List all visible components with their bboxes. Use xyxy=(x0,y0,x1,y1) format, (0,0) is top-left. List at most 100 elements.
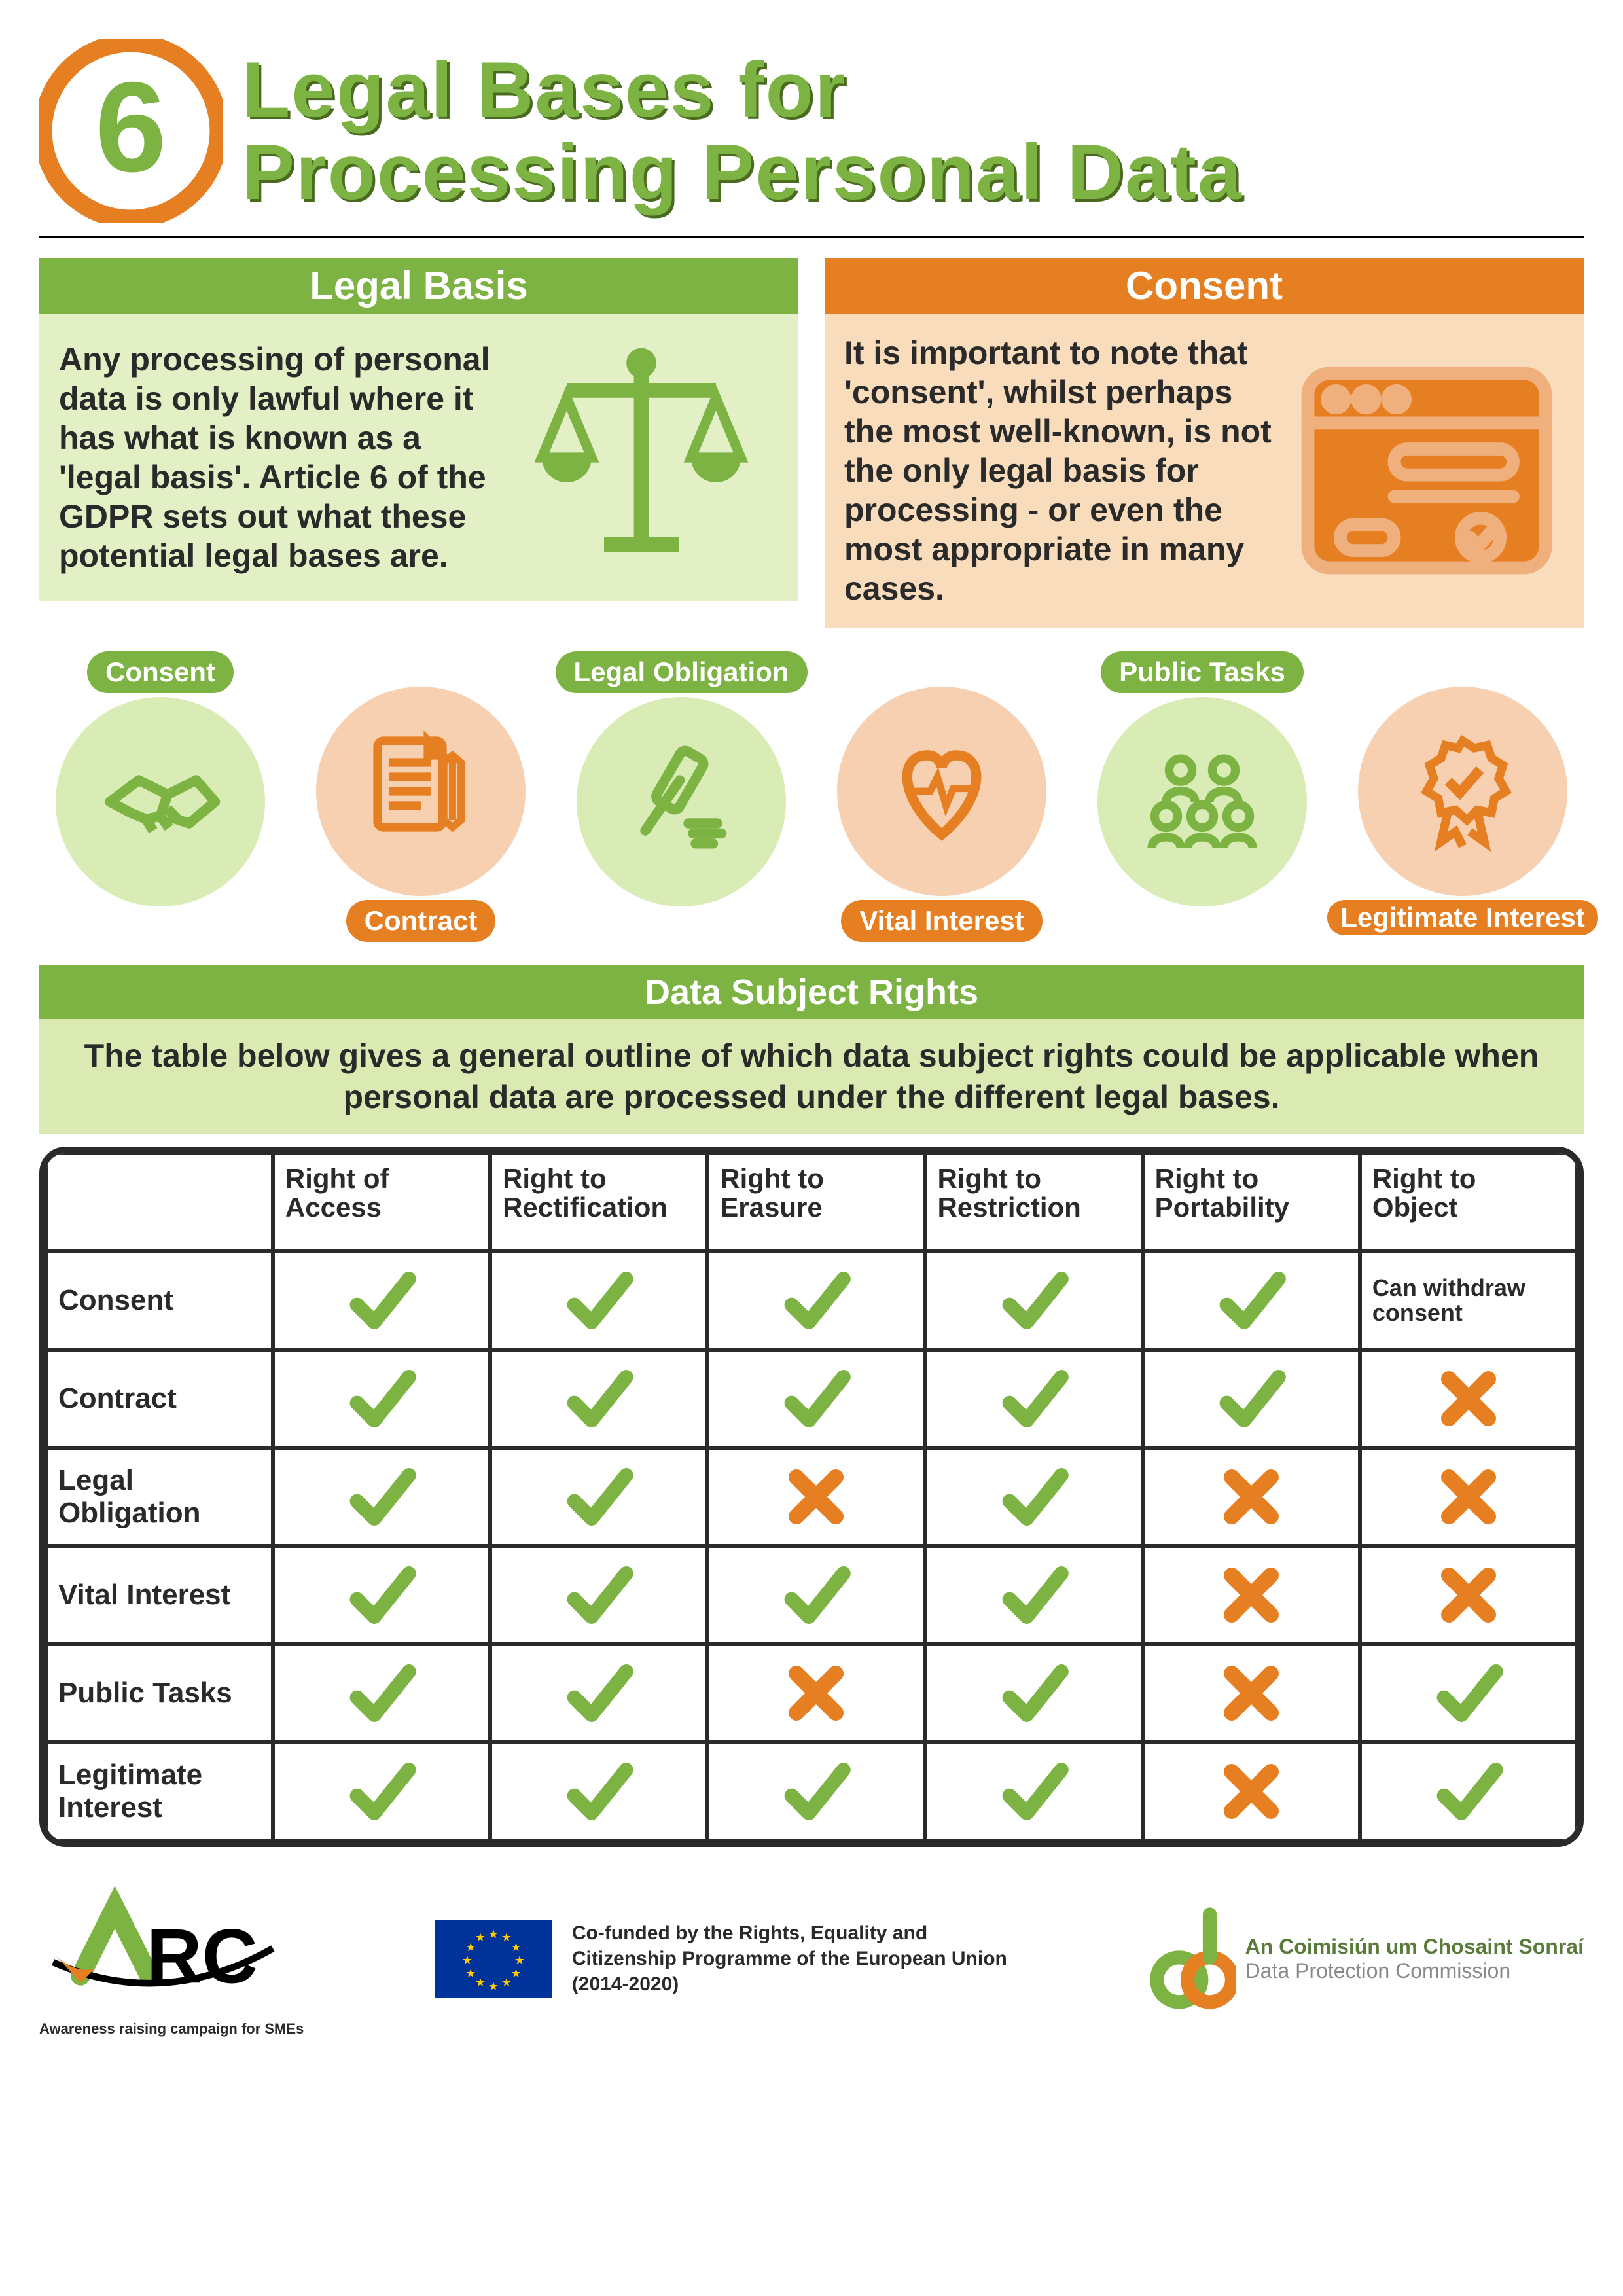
arc-logo: RC Awareness raising campaign for SMEs xyxy=(39,1880,314,2037)
table-row: Legal Obligation xyxy=(46,1448,1577,1546)
basis-contract: Contract xyxy=(300,647,542,946)
table-cell xyxy=(1360,1350,1577,1448)
rights-table: Right of Access Right to Rectification R… xyxy=(39,1147,1584,1847)
table-cell xyxy=(925,1546,1142,1644)
basis-label: Consent xyxy=(87,651,234,693)
dsr-subtext: The table below gives a general outline … xyxy=(39,1019,1584,1134)
row-label: Public Tasks xyxy=(46,1644,273,1742)
table-cell xyxy=(1143,1742,1360,1840)
page-title: Legal Bases for Processing Personal Data xyxy=(242,48,1243,213)
footer: RC Awareness raising campaign for SMEs ★… xyxy=(39,1880,1584,2037)
consent-header: Consent xyxy=(825,258,1584,314)
table-cell xyxy=(707,1350,925,1448)
dpc-text: An Coimisiún um Chosaint Sonraí Data Pro… xyxy=(1245,1935,1584,1983)
table-header-row: Right of Access Right to Rectification R… xyxy=(46,1153,1577,1251)
basis-label: Contract xyxy=(346,900,496,942)
svg-text:RC: RC xyxy=(147,1914,258,2000)
table-cell xyxy=(1143,1448,1360,1546)
table-cell xyxy=(925,1448,1142,1546)
row-label: Vital Interest xyxy=(46,1546,273,1644)
table-cell xyxy=(1360,1742,1577,1840)
title-line2: Processing Personal Data xyxy=(242,128,1243,216)
legal-basis-header: Legal Basis xyxy=(39,258,798,314)
table-cell xyxy=(925,1644,1142,1742)
table-cell xyxy=(925,1251,1142,1350)
table-cell xyxy=(707,1251,925,1350)
col-blank xyxy=(46,1153,273,1251)
table-cell xyxy=(273,1251,490,1350)
table-cell xyxy=(707,1546,925,1644)
col-h: Right to Restriction xyxy=(925,1153,1142,1251)
basis-legitimate-interest: Legitimate Interest xyxy=(1342,647,1584,946)
col-h: Right to Erasure xyxy=(707,1153,925,1251)
document-icon xyxy=(316,687,526,896)
arc-sub: Awareness raising campaign for SMEs xyxy=(39,2020,314,2037)
table-cell xyxy=(273,1350,490,1448)
basis-label: Legitimate Interest xyxy=(1327,900,1597,935)
basis-label: Legal Obligation xyxy=(556,651,808,693)
table-cell xyxy=(490,1644,707,1742)
col-h: Right to Object xyxy=(1360,1153,1577,1251)
gavel-icon xyxy=(577,697,786,906)
table-cell xyxy=(490,1448,707,1546)
basis-legal-obligation: Legal Obligation xyxy=(560,647,802,946)
legal-basis-card: Legal Basis Any processing of personal d… xyxy=(39,258,798,628)
title-line1: Legal Bases for xyxy=(242,46,847,134)
table-cell xyxy=(1143,1350,1360,1448)
table-cell xyxy=(1360,1448,1577,1546)
ribbon-icon xyxy=(1358,687,1567,896)
table-cell xyxy=(707,1448,925,1546)
row-label: Contract xyxy=(46,1350,273,1448)
table-cell xyxy=(1360,1644,1577,1742)
table-cell xyxy=(490,1742,707,1840)
people-icon xyxy=(1097,697,1307,906)
info-cards: Legal Basis Any processing of personal d… xyxy=(39,258,1584,628)
basis-public-tasks: Public Tasks xyxy=(1081,647,1323,946)
table-cell xyxy=(707,1742,925,1840)
table-cell xyxy=(1143,1644,1360,1742)
basis-label: Vital Interest xyxy=(841,900,1042,942)
six-bases-row: Consent Contract Legal Obligation Vital … xyxy=(39,647,1584,946)
basis-label: Public Tasks xyxy=(1101,651,1304,693)
browser-form-icon xyxy=(1289,363,1564,579)
table-row: Public Tasks xyxy=(46,1644,1577,1742)
table-row: Consent Can withdraw consent xyxy=(46,1251,1577,1350)
dsr-header: Data Subject Rights xyxy=(39,965,1584,1019)
eu-flag-icon: ★★★★★★★★★★★★ xyxy=(435,1920,552,1998)
row-label: Legitimate Interest xyxy=(46,1742,273,1840)
table-row: Vital Interest xyxy=(46,1546,1577,1644)
divider xyxy=(39,236,1584,238)
table-cell xyxy=(273,1742,490,1840)
table-cell xyxy=(490,1251,707,1350)
table-cell xyxy=(490,1546,707,1644)
col-h: Right of Access xyxy=(273,1153,490,1251)
row-label: Legal Obligation xyxy=(46,1448,273,1546)
header: 6 Legal Bases for Processing Personal Da… xyxy=(39,39,1584,223)
basis-vital-interest: Vital Interest xyxy=(821,647,1063,946)
table-cell: Can withdraw consent xyxy=(1360,1251,1577,1350)
dpc-logo: An Coimisiún um Chosaint Sonraí Data Pro… xyxy=(1150,1903,1584,2015)
scales-icon xyxy=(504,333,779,582)
eu-cofund: ★★★★★★★★★★★★ Co-funded by the Rights, Eq… xyxy=(435,1920,1030,1998)
table-cell xyxy=(490,1350,707,1448)
basis-consent: Consent xyxy=(39,647,281,946)
table-cell xyxy=(925,1350,1142,1448)
svg-text:6: 6 xyxy=(95,56,166,199)
table-cell xyxy=(707,1644,925,1742)
table-row: Legitimate Interest xyxy=(46,1742,1577,1840)
legal-basis-text: Any processing of personal data is only … xyxy=(59,340,491,575)
cofund-text: Co-funded by the Rights, Equality and Ci… xyxy=(572,1920,1030,1997)
table-row: Contract xyxy=(46,1350,1577,1448)
table-cell xyxy=(1143,1546,1360,1644)
heart-icon xyxy=(837,687,1046,896)
table-cell xyxy=(273,1644,490,1742)
table-cell xyxy=(273,1448,490,1546)
consent-text: It is important to note that 'consent', … xyxy=(844,333,1276,608)
table-cell xyxy=(925,1742,1142,1840)
handshake-icon xyxy=(56,697,265,906)
table-cell xyxy=(1360,1546,1577,1644)
col-h: Right to Portability xyxy=(1143,1153,1360,1251)
row-label: Consent xyxy=(46,1251,273,1350)
consent-card: Consent It is important to note that 'co… xyxy=(825,258,1584,628)
table-cell xyxy=(273,1546,490,1644)
